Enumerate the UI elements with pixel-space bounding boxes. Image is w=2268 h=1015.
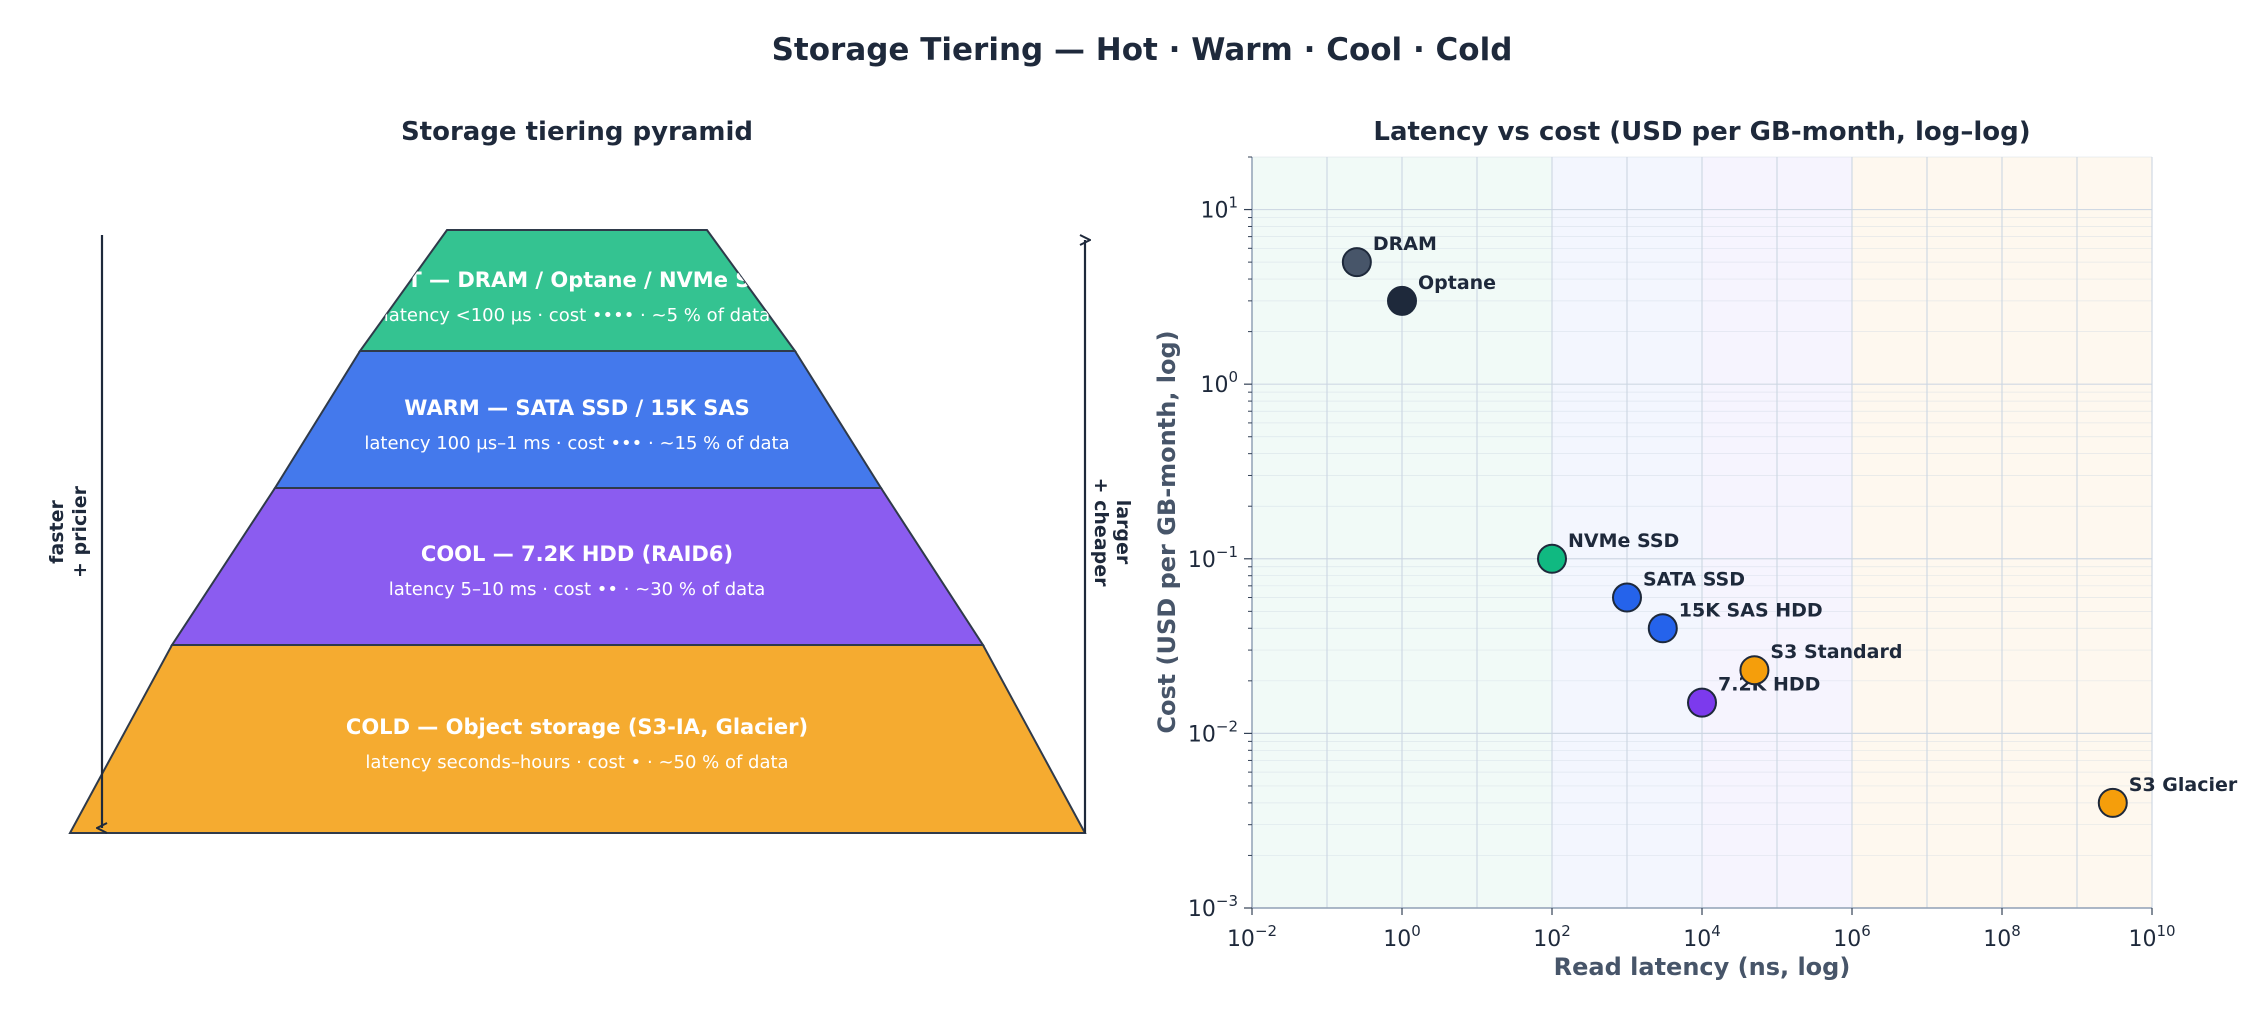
faster-label: faster bbox=[46, 500, 68, 564]
tier-cool: COOL — 7.2K HDD (RAID6) latency 5–10 ms … bbox=[170, 487, 985, 646]
x-ticks: 10−2 100 102 104 106 108 1010 bbox=[1227, 908, 2176, 952]
point-label-optane: Optane bbox=[1418, 272, 1496, 294]
tier-cold: COLD — Object storage (S3-IA, Glacier) l… bbox=[68, 644, 1087, 834]
tier-cool-title: COOL — 7.2K HDD (RAID6) bbox=[421, 542, 733, 566]
x-tick-label: 106 bbox=[1833, 922, 1871, 952]
pricier-label: + pricier bbox=[69, 485, 91, 578]
x-axis-label: Read latency (ns, log) bbox=[1554, 953, 1851, 981]
point-15k-sas-hdd bbox=[1647, 613, 1678, 644]
pyramid-panel: Storage tiering pyramid HOT — DRAM / Opt… bbox=[46, 117, 1134, 834]
y-tick-label: 100 bbox=[1200, 368, 1238, 398]
pyramid-title: Storage tiering pyramid bbox=[401, 117, 753, 147]
point-label-dram: DRAM bbox=[1373, 233, 1437, 255]
point-s3-standard bbox=[1739, 655, 1770, 686]
tier-cold-detail: latency seconds–hours · cost • · ~50 % o… bbox=[365, 752, 788, 773]
tier-hot-title: HOT — DRAM / Optane / NVMe SSD bbox=[372, 268, 782, 292]
point-label-15k-sas-hdd: 15K SAS HDD bbox=[1679, 599, 1823, 621]
tier-cool-shape bbox=[170, 487, 985, 646]
point-optane bbox=[1387, 285, 1417, 316]
chart-title: Latency vs cost (USD per GB-month, log–l… bbox=[1373, 117, 2030, 147]
x-tick-label: 1010 bbox=[2128, 922, 2175, 952]
x-tick-label: 10−2 bbox=[1227, 922, 1277, 952]
x-tick-label: 108 bbox=[1983, 922, 2021, 952]
y-tick-label: 101 bbox=[1200, 194, 1238, 224]
tier-cool-detail: latency 5–10 ms · cost •• · ~30 % of dat… bbox=[389, 579, 766, 600]
grid-lines bbox=[1251, 156, 2153, 909]
tier-warm-detail: latency 100 µs–1 ms · cost ••• · ~15 % o… bbox=[364, 433, 789, 454]
point-label-s3-standard: S3 Standard bbox=[1770, 641, 1902, 663]
scatter-panel: Latency vs cost (USD per GB-month, log–l… bbox=[1153, 117, 2238, 981]
y-tick-label: 10−1 bbox=[1188, 543, 1238, 573]
y-tick-label: 10−3 bbox=[1188, 892, 1238, 922]
tier-cold-shape bbox=[68, 644, 1087, 834]
larger-label: larger bbox=[1112, 500, 1134, 565]
point-label-nvme-ssd: NVMe SSD bbox=[1568, 530, 1679, 552]
point-sata-ssd bbox=[1612, 582, 1642, 613]
cheaper-label: + cheaper bbox=[1090, 478, 1112, 588]
data-points: DRAM Optane NVMe SSD SATA SSD 15K SAS HDD 7.2… bbox=[1341, 233, 2238, 818]
point-label-7-2k-hdd: 7.2K HDD bbox=[1718, 674, 1820, 696]
tier-warm-title: WARM — SATA SSD / 15K SAS bbox=[404, 396, 750, 420]
point-7-2k-hdd bbox=[1687, 687, 1717, 718]
figure-title: Storage Tiering — Hot · Warm · Cool · Co… bbox=[772, 32, 1513, 68]
point-nvme-ssd bbox=[1537, 543, 1567, 574]
y-axis-label: Cost (USD per GB-month, log) bbox=[1153, 330, 1181, 733]
tier-warm: WARM — SATA SSD / 15K SAS latency 100 µs… bbox=[273, 350, 883, 489]
y-ticks: 10−3 10−2 10−1 100 101 bbox=[1188, 194, 1252, 922]
y-tick-label: 10−2 bbox=[1188, 717, 1238, 747]
tier-cold-title: COLD — Object storage (S3-IA, Glacier) bbox=[346, 715, 808, 739]
point-s3-glacier bbox=[2097, 787, 2128, 818]
x-tick-label: 102 bbox=[1533, 922, 1571, 952]
x-tick-label: 100 bbox=[1383, 922, 1421, 952]
point-label-s3-glacier: S3 Glacier bbox=[2129, 774, 2238, 796]
x-tick-label: 104 bbox=[1683, 922, 1721, 952]
point-dram bbox=[1341, 247, 1372, 278]
tier-hot: HOT — DRAM / Optane / NVMe SSD latency <… bbox=[358, 229, 797, 352]
point-label-sata-ssd: SATA SSD bbox=[1643, 569, 1745, 591]
tier-hot-detail: latency <100 µs · cost •••• · ~5 % of da… bbox=[384, 305, 770, 326]
